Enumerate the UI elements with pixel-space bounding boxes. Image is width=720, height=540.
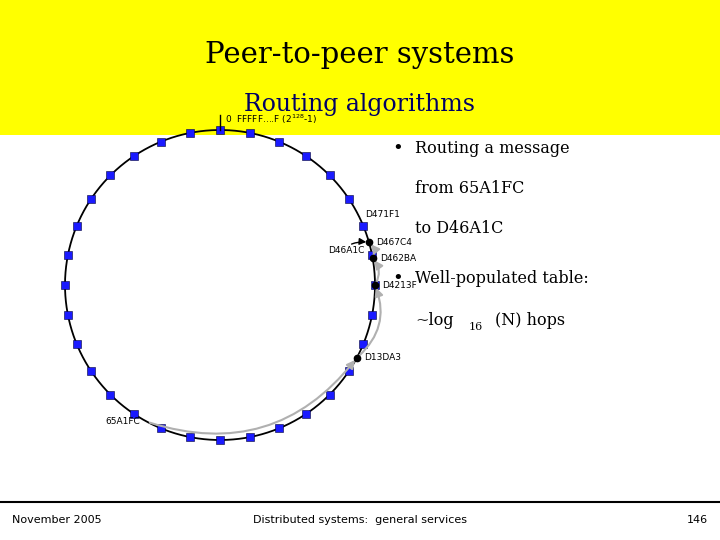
Text: 65A1FC: 65A1FC <box>106 417 140 427</box>
Text: 16: 16 <box>469 322 483 332</box>
Text: Routing algorithms: Routing algorithms <box>245 93 475 117</box>
Text: •: • <box>392 270 402 288</box>
Text: Distributed systems:  general services: Distributed systems: general services <box>253 515 467 525</box>
Text: ~log: ~log <box>415 312 454 329</box>
Text: Routing a message: Routing a message <box>415 140 570 157</box>
Text: November 2005: November 2005 <box>12 515 102 525</box>
Text: •: • <box>392 140 402 158</box>
Text: 146: 146 <box>687 515 708 525</box>
Text: Peer-to-peer systems: Peer-to-peer systems <box>205 41 515 69</box>
Text: D462BA: D462BA <box>379 254 415 262</box>
Bar <box>0 0 720 135</box>
Text: Well-populated table:: Well-populated table: <box>415 270 589 287</box>
Text: D46A1C: D46A1C <box>328 246 364 255</box>
Text: to D46A1C: to D46A1C <box>415 220 503 237</box>
Text: from 65A1FC: from 65A1FC <box>415 180 524 197</box>
Text: D13DA3: D13DA3 <box>364 353 401 362</box>
Text: D4213F: D4213F <box>382 280 417 289</box>
Text: 0  FFFFF....F (2$^{128}$-1): 0 FFFFF....F (2$^{128}$-1) <box>225 113 317 126</box>
Text: D471F1: D471F1 <box>365 210 400 219</box>
Text: D467C4: D467C4 <box>376 238 412 247</box>
Text: (N) hops: (N) hops <box>495 312 565 329</box>
